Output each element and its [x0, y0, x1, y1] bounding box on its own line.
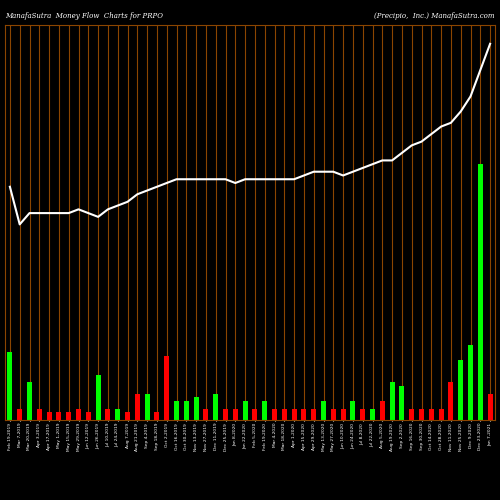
Bar: [282, 408, 287, 420]
Bar: [96, 375, 100, 420]
Bar: [223, 408, 228, 420]
Bar: [292, 408, 296, 420]
Bar: [242, 401, 248, 420]
Bar: [17, 408, 22, 420]
Bar: [458, 360, 463, 420]
Bar: [438, 408, 444, 420]
Bar: [27, 382, 32, 420]
Bar: [380, 401, 385, 420]
Bar: [262, 401, 267, 420]
Bar: [370, 408, 375, 420]
Bar: [66, 412, 71, 420]
Bar: [429, 408, 434, 420]
Bar: [56, 412, 62, 420]
Bar: [468, 345, 473, 420]
Bar: [409, 408, 414, 420]
Bar: [233, 408, 238, 420]
Bar: [76, 408, 81, 420]
Bar: [214, 394, 218, 420]
Bar: [86, 412, 91, 420]
Bar: [252, 408, 258, 420]
Bar: [272, 408, 277, 420]
Bar: [174, 401, 179, 420]
Bar: [116, 408, 120, 420]
Bar: [350, 401, 356, 420]
Text: ManafaSutra  Money Flow  Charts for PRPO: ManafaSutra Money Flow Charts for PRPO: [5, 12, 163, 20]
Bar: [478, 164, 483, 420]
Bar: [46, 412, 52, 420]
Bar: [154, 412, 160, 420]
Bar: [184, 401, 189, 420]
Bar: [321, 401, 326, 420]
Bar: [125, 412, 130, 420]
Bar: [311, 408, 316, 420]
Bar: [164, 356, 169, 420]
Bar: [144, 394, 150, 420]
Bar: [302, 408, 306, 420]
Bar: [488, 394, 492, 420]
Bar: [360, 408, 365, 420]
Bar: [419, 408, 424, 420]
Bar: [331, 408, 336, 420]
Bar: [37, 408, 42, 420]
Bar: [135, 394, 140, 420]
Bar: [204, 408, 208, 420]
Bar: [448, 382, 454, 420]
Text: (Precipio,  Inc.) ManafaSutra.com: (Precipio, Inc.) ManafaSutra.com: [374, 12, 495, 20]
Bar: [340, 408, 345, 420]
Bar: [8, 352, 12, 420]
Bar: [194, 398, 198, 420]
Bar: [106, 408, 110, 420]
Bar: [390, 382, 394, 420]
Bar: [400, 386, 404, 420]
